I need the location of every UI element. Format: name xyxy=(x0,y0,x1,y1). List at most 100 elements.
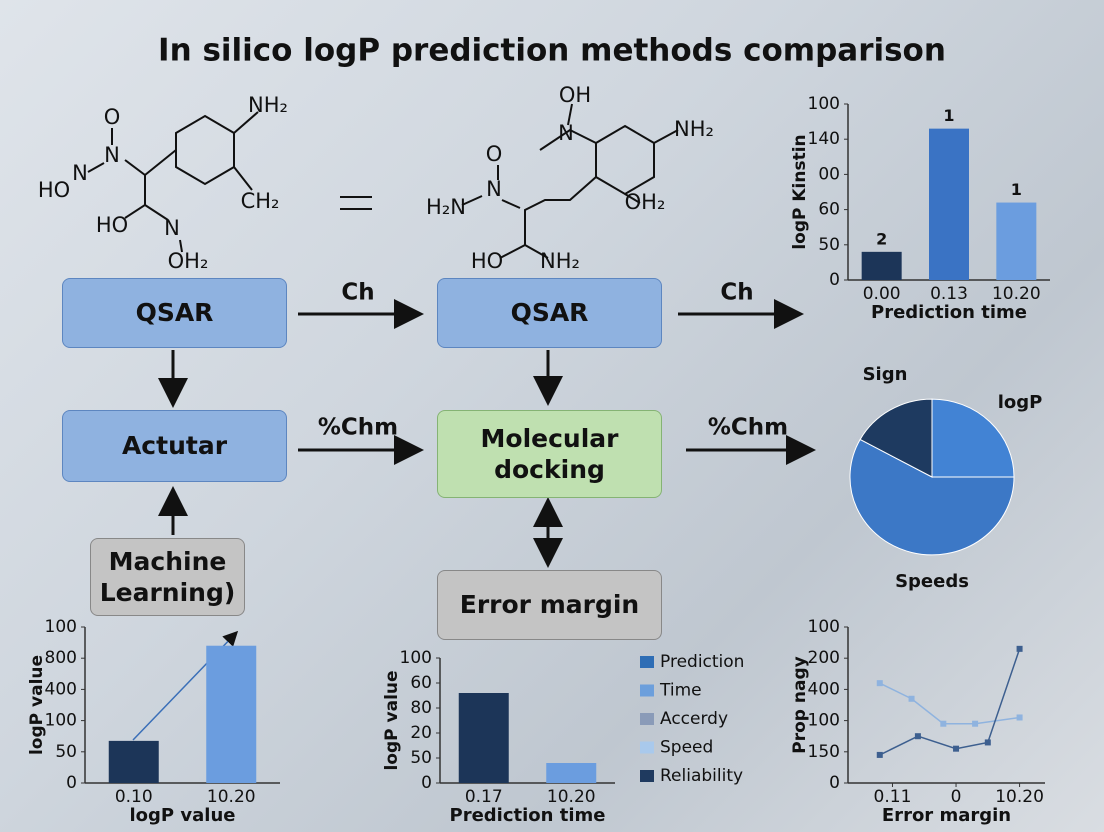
atom: N xyxy=(164,216,180,240)
bar xyxy=(929,128,969,280)
x-tick-label: 0.17 xyxy=(465,787,503,807)
point xyxy=(1016,714,1023,721)
y-tick-label: 150 xyxy=(808,742,840,762)
x-axis-label: Error margin xyxy=(882,805,1011,826)
y-tick-label: 400 xyxy=(45,679,77,699)
y-tick-label: 100 xyxy=(808,94,840,114)
y-tick-label: 60 xyxy=(818,200,840,220)
y-tick-label: 100 xyxy=(45,617,77,637)
slice-label: Sign xyxy=(863,364,908,385)
x-axis-label: Prediction time xyxy=(450,805,606,826)
legend-swatch xyxy=(640,770,654,782)
pie-slice xyxy=(849,438,1015,556)
legend-label: Accerdy xyxy=(660,709,728,729)
arrow-label: %Chm xyxy=(708,415,788,441)
point xyxy=(908,695,915,702)
atom: OH₂ xyxy=(625,190,666,214)
legend-swatch xyxy=(640,741,654,754)
point xyxy=(984,739,991,746)
legend-label: Speed xyxy=(660,738,713,758)
legend-swatch xyxy=(640,656,654,668)
box: QSAR xyxy=(437,278,662,348)
atom: N xyxy=(558,121,574,145)
bar-label: 1 xyxy=(1011,180,1022,199)
legend-label: Time xyxy=(659,681,702,701)
y-tick-label: 60 xyxy=(410,673,432,693)
legend-swatch xyxy=(640,684,654,697)
bar xyxy=(108,740,159,783)
atom: H₂N xyxy=(426,195,466,219)
atom: OH₂ xyxy=(168,249,209,273)
legend-label: Prediction xyxy=(660,652,744,672)
x-axis-label: logP value xyxy=(130,805,236,826)
atom: NH₂ xyxy=(540,249,580,273)
x-tick-label: 0 xyxy=(951,787,962,807)
molecule-2: OH N NH₂ O N H₂N OH₂ HO NH₂ xyxy=(426,83,714,273)
pie-slice xyxy=(931,398,1015,478)
slice-label: Speeds xyxy=(895,571,969,592)
box: Machine Learning) xyxy=(90,538,245,616)
arrows xyxy=(158,299,816,568)
x-tick-label: 0.00 xyxy=(863,284,901,304)
y-tick-label: 100 xyxy=(45,711,77,731)
box: Error margin xyxy=(437,570,662,640)
point xyxy=(940,720,947,727)
y-tick-label: 00 xyxy=(818,164,840,184)
series-line xyxy=(879,648,1021,756)
y-tick-label: 20 xyxy=(410,723,432,743)
atom: O xyxy=(486,142,503,166)
box: Molecular docking xyxy=(437,410,662,498)
point xyxy=(914,733,921,740)
bar xyxy=(458,693,509,783)
y-tick-label: 400 xyxy=(808,679,840,699)
y-axis-label: logP value xyxy=(27,655,47,755)
bar xyxy=(546,763,597,783)
point xyxy=(876,751,883,758)
pie-slice xyxy=(859,398,933,478)
point xyxy=(953,745,960,752)
atom: N xyxy=(72,161,88,185)
title: In silico logP prediction methods compar… xyxy=(158,33,946,69)
box: QSAR xyxy=(62,278,287,348)
atom: HO xyxy=(38,178,70,202)
x-tick-label: 10.20 xyxy=(992,284,1041,304)
y-tick-label: 0 xyxy=(66,773,77,793)
atom: O xyxy=(104,105,121,129)
molecule-bonds xyxy=(87,103,679,259)
bar xyxy=(996,202,1037,280)
atom: NH₂ xyxy=(248,93,288,117)
point xyxy=(1016,645,1023,652)
y-tick-label: 140 xyxy=(808,129,840,149)
y-tick-label: 80 xyxy=(410,698,432,718)
series-line xyxy=(879,682,1020,725)
y-axis-label: logP Kinstin xyxy=(790,134,810,249)
bar-label: 2 xyxy=(876,229,887,248)
x-tick-label: 10.20 xyxy=(547,787,596,807)
atom: N xyxy=(486,177,502,201)
y-tick-label: 50 xyxy=(55,742,77,762)
y-tick-label: 0 xyxy=(829,773,840,793)
y-tick-label: 100 xyxy=(400,648,432,668)
y-tick-label: 0 xyxy=(421,773,432,793)
x-tick-label: 0.13 xyxy=(930,284,968,304)
atom: CH₂ xyxy=(241,189,280,213)
y-tick-label: 50 xyxy=(818,235,840,255)
arrow-labels: Ch Ch %Chm %Chm xyxy=(318,280,788,441)
legend-label: Reliability xyxy=(660,766,743,786)
y-tick-label: 0 xyxy=(829,270,840,290)
arrow-label: Ch xyxy=(341,280,374,306)
bar-label: 1 xyxy=(943,106,954,125)
bar xyxy=(206,645,257,783)
y-tick-label: 200 xyxy=(808,648,840,668)
slice-label: logP xyxy=(998,392,1043,413)
y-tick-label: 800 xyxy=(45,648,77,668)
equals-sign: = xyxy=(356,202,357,204)
x-tick-label: 10.20 xyxy=(995,787,1044,807)
arrow-label: %Chm xyxy=(318,415,398,441)
x-tick-label: 0.10 xyxy=(115,787,153,807)
arrow-label: Ch xyxy=(720,280,753,306)
x-axis-label: Prediction time xyxy=(871,302,1027,323)
legend-swatch xyxy=(640,713,654,725)
